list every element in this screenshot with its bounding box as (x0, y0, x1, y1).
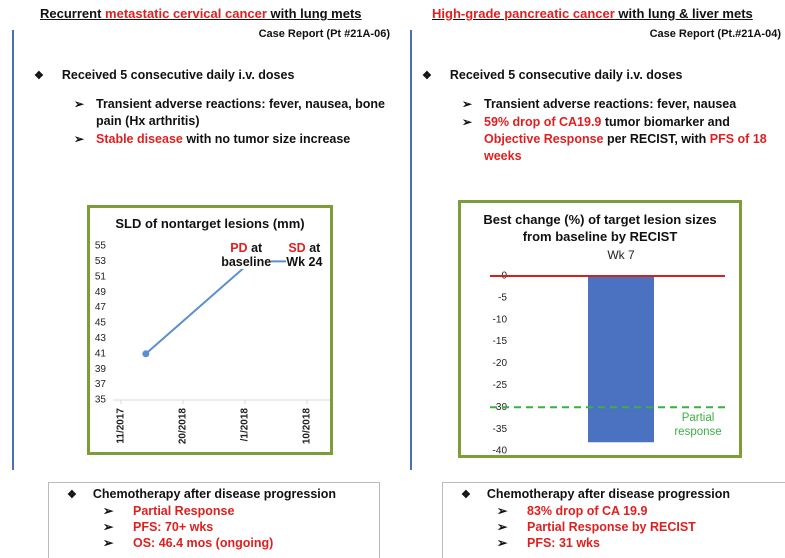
bar (588, 275, 654, 443)
text-segment: metastatic cervical cancer (105, 6, 267, 21)
text-segment: PFS of 18 weeks (484, 132, 767, 163)
y-tick-label: 39 (95, 364, 107, 375)
y-tick-label: -20 (493, 358, 508, 369)
annotation-text: at (309, 241, 321, 256)
reference-label: Partial response (674, 412, 722, 439)
item: Transient adverse reactions: fever, naus… (74, 96, 390, 130)
annotation-text: at (251, 241, 263, 256)
followup-item: OS: 46.4 mos (ongoing) (49, 535, 379, 551)
bullet-text: Received 5 consecutive daily i.v. doses (449, 68, 683, 82)
annotation-line: PD at (221, 241, 271, 255)
y-tick-label: -5 (498, 292, 507, 303)
y-tick-label: 35 (95, 395, 107, 406)
y-tick-label: -15 (493, 336, 508, 347)
followup-box: Chemotherapy after disease progression 83… (442, 482, 785, 558)
text-segment: per RECIST, with (603, 132, 710, 146)
y-tick-label: -25 (493, 380, 508, 391)
y-tick-label: 37 (95, 379, 107, 390)
text-segment: High-grade pancreatic cancer (432, 6, 615, 21)
y-tick-label: 41 (95, 348, 107, 359)
bullet-text: Received 5 consecutive daily i.v. doses (61, 68, 295, 82)
text-segment: tumor biomarker and (601, 115, 730, 129)
category-label: Wk 7 (607, 248, 635, 262)
annotation: PD at baseline (221, 241, 272, 270)
annotation-label: PD (230, 241, 248, 256)
y-tick-label: -30 (493, 402, 508, 413)
y-tick-label: 43 (95, 333, 107, 344)
bullet: Received 5 consecutive daily i.v. doses (34, 68, 295, 82)
text-segment: Recurrent (40, 6, 106, 21)
chart-box: 35 37 39 41 43 45 47 49 51 53 55 11/2017 20/2018/1/2… (87, 205, 333, 455)
y-tick-label: -35 (493, 424, 508, 435)
case-subtitle: Case Report (Pt #21A-06) (258, 28, 390, 40)
item-list: Transient adverse reactions: fever, naus… (74, 96, 390, 149)
followup-heading: Chemotherapy after disease progression (67, 487, 379, 501)
y-tick-label: 51 (95, 271, 107, 282)
case-title: Recurrent metastatic cervical cancer wit… (40, 6, 362, 21)
annotation-label: SD (288, 241, 306, 256)
item-list: Transient adverse reactions: fever, naus… (462, 96, 785, 166)
y-tick-label: 55 (95, 241, 107, 252)
chart-title: Best change (%) of target lesion sizes f… (483, 212, 717, 244)
item: Stable disease with no tumor size increa… (74, 131, 390, 148)
followup-item: Partial Response (49, 503, 379, 519)
y-tick-label: -10 (493, 314, 508, 325)
data-line (145, 260, 317, 355)
bullet: Received 5 consecutive daily i.v. doses (422, 68, 683, 82)
x-tick-label: /1/2018 (240, 408, 251, 442)
text-segment: 59% drop of CA19.9 (484, 115, 602, 129)
x-tick-label: 10/2018 (302, 408, 313, 445)
divider (12, 30, 14, 470)
case-title: High-grade pancreatic cancer with lung &… (432, 6, 753, 21)
annotation-line2: Wk 24 (286, 255, 323, 270)
annotation-line: SD at (286, 241, 322, 255)
text-segment: Transient adverse reactions: fever, naus… (484, 97, 737, 111)
y-tick-label: 49 (95, 287, 107, 298)
text-segment: Objective Response (484, 132, 604, 146)
followup-box: Chemotherapy after disease progression Pa… (48, 482, 380, 558)
text-segment: with lung mets (266, 6, 362, 21)
item: Transient adverse reactions: fever, naus… (462, 96, 785, 113)
item: 59% drop of CA19.9 tumor biomarker and O… (462, 114, 785, 165)
followup-item: Partial Response by RECIST (443, 519, 785, 535)
y-tick-label: 47 (95, 302, 107, 313)
x-tick-label: 11/2017 (116, 408, 127, 444)
y-tick-label: 45 (95, 318, 107, 329)
divider (410, 30, 412, 470)
data-point (142, 350, 150, 358)
text-segment: with no tumor size increase (182, 132, 351, 146)
case-subtitle: Case Report (Pt.#21A-04) (649, 28, 781, 40)
annotation: SD at Wk 24 (286, 241, 323, 270)
followup-item: PFS: 70+ wks (49, 519, 379, 535)
y-tick-label: -40 (493, 446, 508, 455)
followup-heading: Chemotherapy after disease progression (461, 487, 785, 501)
annotation-line2: baseline (221, 255, 272, 270)
text-segment: Stable disease (96, 132, 183, 146)
y-tick-label: 53 (95, 256, 107, 267)
x-tick-label: 20/2018 (178, 408, 189, 445)
chart-title: SLD of nontarget lesions (mm) (115, 216, 305, 231)
followup-item: 83% drop of CA 19.9 (443, 503, 785, 519)
text-segment: Transient adverse reactions: fever, naus… (96, 97, 386, 128)
text-segment: with lung & liver mets (614, 6, 753, 21)
followup-item: PFS: 31 wks (443, 535, 785, 551)
